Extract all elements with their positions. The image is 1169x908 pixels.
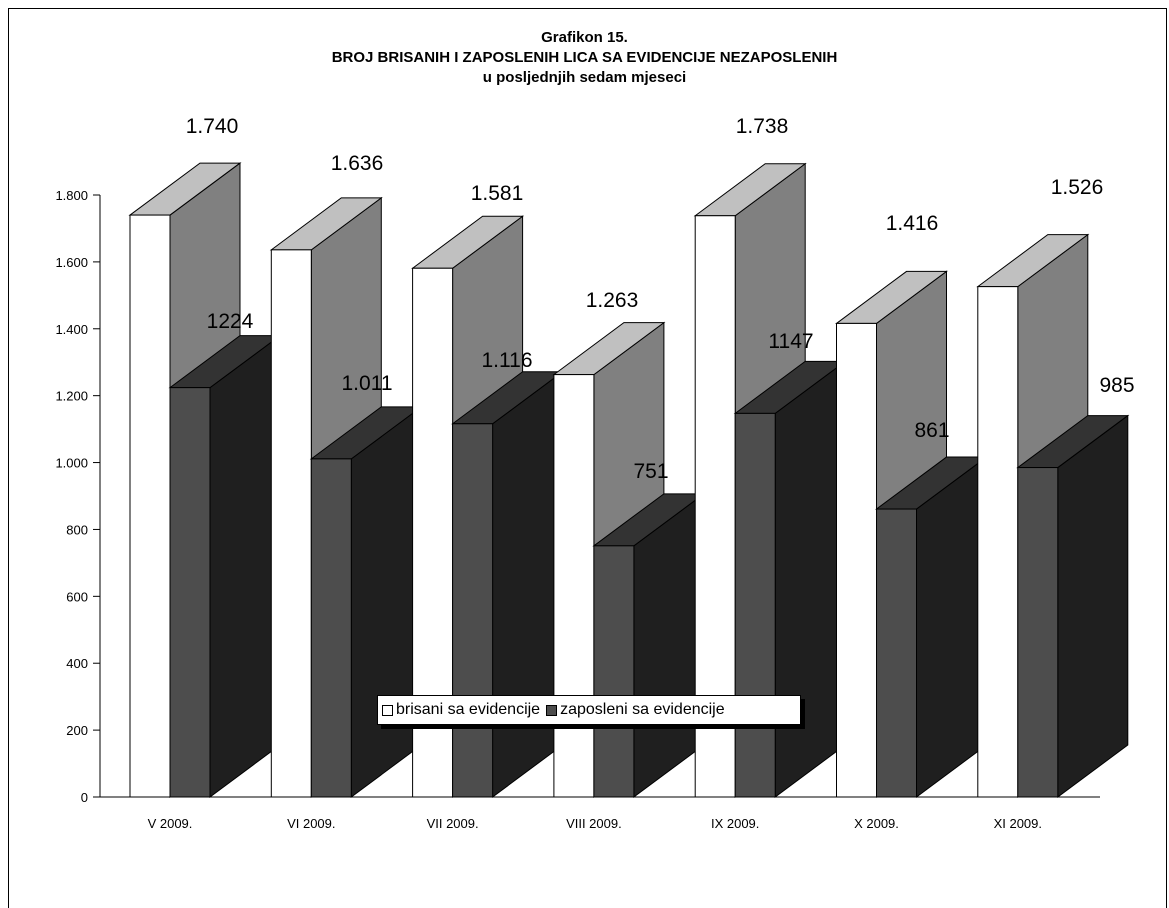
- bar-front: [876, 508, 917, 798]
- legend-label-zaposleni: zaposleni sa evidencije: [560, 701, 725, 718]
- y-tick-label: 1.000: [55, 456, 88, 471]
- legend-item-zaposleni: zaposleni sa evidencije: [546, 701, 725, 719]
- bar-zaposleni: [733, 360, 847, 798]
- y-tick-label: 1.400: [55, 322, 88, 337]
- data-label-brisani: 1.416: [886, 212, 939, 235]
- bar-front: [452, 423, 494, 798]
- x-tick-label: X 2009.: [854, 816, 899, 831]
- y-tick-label: 800: [66, 522, 88, 537]
- chart-frame: [8, 8, 1167, 908]
- y-tick-label: 1.600: [55, 255, 88, 270]
- bar-zaposleni: [451, 370, 565, 798]
- data-label-brisani: 1.526: [1051, 176, 1104, 199]
- bar-side: [916, 456, 987, 798]
- data-label-brisani: 1.740: [186, 115, 239, 138]
- x-tick-label: V 2009.: [148, 816, 193, 831]
- bar-front: [593, 545, 635, 798]
- bar-side: [209, 334, 281, 798]
- chart-subtitle: BROJ BRISANIH I ZAPOSLENIH LICA SA EVIDE…: [331, 49, 838, 66]
- bar-front: [310, 458, 352, 798]
- data-label-zaposleni: 861: [914, 419, 949, 442]
- y-tick-label: 600: [66, 589, 88, 604]
- data-label-brisani: 1.581: [471, 182, 524, 205]
- data-label-zaposleni: 751: [633, 460, 668, 483]
- data-label-brisani: 1.263: [586, 289, 639, 312]
- y-tick-label: 200: [66, 723, 88, 738]
- bar-zaposleni: [1016, 414, 1130, 798]
- bar-front: [169, 387, 211, 798]
- chart-titles: Grafikon 15. BROJ BRISANIH I ZAPOSLENIH …: [0, 28, 1169, 88]
- y-tick-label: 400: [66, 656, 88, 671]
- x-tick-label: XI 2009.: [994, 816, 1042, 831]
- legend-label-brisani: brisani sa evidencije: [396, 701, 541, 718]
- legend-swatch-brisani: [382, 704, 393, 716]
- bar-front: [977, 286, 1019, 798]
- data-label-zaposleni: 1.116: [482, 349, 533, 372]
- bar-front: [734, 412, 776, 798]
- bar-front: [553, 374, 595, 798]
- chart-subtitle-2: u posljednjih sedam mjeseci: [482, 69, 687, 86]
- x-tick-label: VIII 2009.: [566, 816, 622, 831]
- bar-side: [633, 492, 705, 798]
- data-label-brisani: 1.636: [331, 152, 384, 175]
- data-label-zaposleni: 985: [1099, 374, 1134, 397]
- y-tick-label: 1.800: [55, 188, 88, 203]
- bar-zaposleni: [309, 405, 423, 798]
- chart-legend: brisani sa evidencije zaposleni sa evide…: [377, 695, 801, 725]
- bar-zaposleni: [592, 492, 706, 798]
- data-label-brisani: 1.738: [736, 115, 789, 138]
- bar-side: [350, 405, 422, 798]
- data-label-zaposleni: 1.011: [342, 372, 393, 395]
- data-label-zaposleni: 1147: [768, 330, 813, 353]
- x-tick-label: IX 2009.: [711, 816, 759, 831]
- bar-side: [774, 360, 846, 798]
- y-tick-label: 0: [81, 790, 88, 805]
- legend-swatch-zaposleni: [546, 704, 558, 716]
- bar-zaposleni: [874, 456, 989, 798]
- bar-zaposleni: [168, 334, 282, 798]
- bar-side: [1057, 414, 1129, 798]
- bar-front: [129, 214, 171, 798]
- x-tick-label: VII 2009.: [427, 816, 479, 831]
- bar-front: [1017, 467, 1059, 798]
- chart-title: Grafikon 15.: [541, 29, 628, 46]
- bar-front: [836, 322, 877, 798]
- data-label-zaposleni: 1224: [207, 310, 254, 333]
- legend-item-brisani: brisani sa evidencije: [382, 701, 540, 719]
- x-tick-label: VI 2009.: [287, 816, 335, 831]
- y-tick-label: 1.200: [55, 389, 88, 404]
- bar-front: [270, 249, 312, 798]
- bar-side: [492, 370, 564, 798]
